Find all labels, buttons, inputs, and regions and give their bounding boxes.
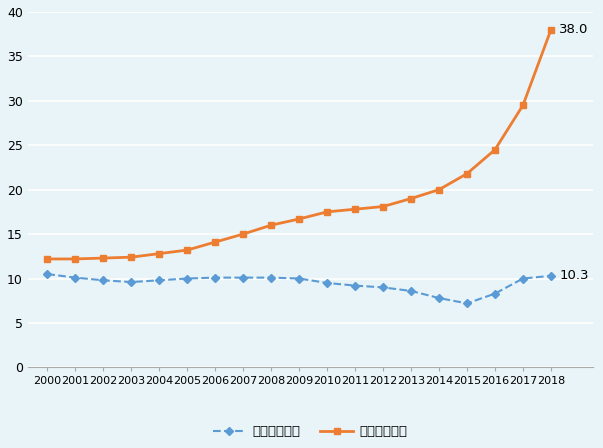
自動車保有率 — [379, 284, 387, 290]
自動車保有率 — [183, 276, 191, 281]
Line: 二輪車保有率: 二輪車保有率 — [44, 26, 554, 262]
自動車保有率 — [435, 295, 443, 301]
自動車保有率 — [352, 283, 359, 289]
自動車保有率 — [548, 273, 555, 279]
自動車保有率 — [295, 276, 303, 281]
二輪車保有率 — [183, 247, 191, 253]
自動車保有率 — [519, 276, 526, 281]
Line: 自動車保有率: 自動車保有率 — [44, 271, 554, 306]
自動車保有率 — [491, 291, 499, 296]
自動車保有率 — [128, 280, 135, 285]
二輪車保有率 — [295, 216, 303, 222]
二輪車保有率 — [519, 103, 526, 108]
自動車保有率 — [72, 275, 79, 280]
二輪車保有率 — [435, 187, 443, 192]
二輪車保有率 — [463, 171, 470, 177]
二輪車保有率 — [379, 204, 387, 209]
Text: 38.0: 38.0 — [560, 23, 589, 36]
二輪車保有率 — [408, 196, 415, 201]
自動車保有率 — [323, 280, 330, 286]
自動車保有率 — [408, 288, 415, 293]
自動車保有率 — [212, 275, 219, 280]
自動車保有率 — [268, 275, 275, 280]
自動車保有率 — [99, 278, 107, 283]
二輪車保有率 — [72, 256, 79, 262]
二輪車保有率 — [268, 223, 275, 228]
二輪車保有率 — [43, 256, 51, 262]
二輪車保有率 — [323, 209, 330, 215]
二輪車保有率 — [491, 147, 499, 152]
二輪車保有率 — [99, 255, 107, 261]
Legend: 自動車保有率, 二輪車保有率: 自動車保有率, 二輪車保有率 — [207, 420, 413, 444]
自動車保有率 — [43, 271, 51, 277]
二輪車保有率 — [156, 251, 163, 256]
自動車保有率 — [463, 301, 470, 306]
二輪車保有率 — [239, 231, 247, 237]
二輪車保有率 — [352, 207, 359, 212]
自動車保有率 — [156, 278, 163, 283]
二輪車保有率 — [128, 254, 135, 260]
二輪車保有率 — [548, 27, 555, 32]
Text: 10.3: 10.3 — [560, 269, 589, 282]
二輪車保有率 — [212, 239, 219, 245]
自動車保有率 — [239, 275, 247, 280]
